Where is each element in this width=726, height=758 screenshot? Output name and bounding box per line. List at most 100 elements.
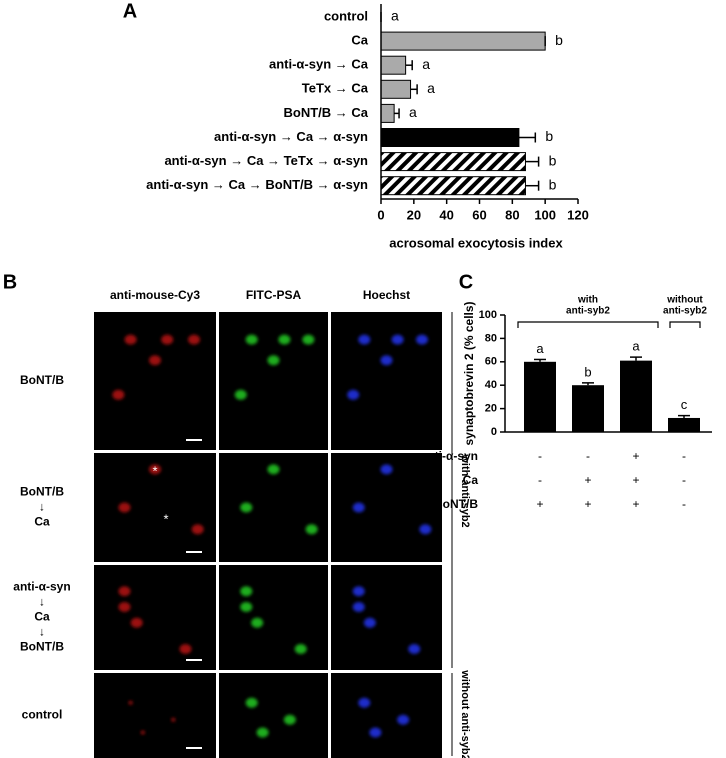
cell-stain (240, 586, 253, 597)
x-tick-label: 120 (567, 207, 589, 222)
condition-sign: - (682, 473, 686, 487)
micrograph (94, 565, 216, 670)
cell-stain (408, 644, 421, 654)
row-label: Ca (34, 610, 50, 624)
group-label: with anti-syb2 (459, 453, 471, 527)
significance-letter: b (584, 364, 591, 379)
condition-sign: - (538, 449, 542, 463)
cell-stain (128, 700, 133, 705)
cell-stain (130, 617, 143, 628)
significance-letter: a (632, 339, 640, 354)
cell-stain (294, 644, 307, 654)
group-label: without (666, 295, 703, 306)
category-label: control (324, 8, 368, 23)
cell-stain (305, 524, 318, 535)
row-label: ↓ (39, 500, 45, 514)
row-label: BoNT/B (20, 373, 64, 387)
cell-stain (179, 644, 192, 654)
cell-stain (118, 602, 131, 612)
cell-stain (358, 334, 371, 345)
cell-stain (397, 714, 410, 725)
significance-letter: a (422, 56, 430, 72)
condition-sign: + (536, 497, 543, 511)
micrograph (94, 673, 216, 758)
category-label: TeTx → Ca (302, 81, 369, 96)
condition-sign: - (586, 449, 590, 463)
condition-sign: + (632, 473, 639, 487)
panel-label: A (123, 0, 137, 22)
cell-stain (245, 334, 258, 345)
micrograph (331, 673, 442, 758)
cell-stain (352, 602, 365, 612)
condition-name: BoNT/B (434, 497, 478, 511)
significance-letter: b (545, 128, 553, 144)
cell-stain (171, 717, 176, 722)
cell-stain (191, 524, 204, 535)
cell-stain (267, 464, 280, 475)
y-tick-label: 60 (485, 356, 497, 368)
micrograph-background (219, 312, 328, 450)
row-label: Ca (34, 515, 50, 529)
group-bracket (517, 321, 659, 328)
group-label: without anti-syb2 (459, 669, 471, 758)
category-label: Ca (351, 33, 368, 48)
condition-sign: + (584, 497, 591, 511)
column-header: anti-mouse-Cy3 (110, 288, 200, 302)
cell-stain (352, 586, 365, 597)
condition-sign: + (584, 473, 591, 487)
significance-letter: c (681, 397, 688, 412)
x-axis-label: acrosomal exocytosis index (389, 235, 563, 250)
x-tick-label: 0 (377, 207, 384, 222)
cell-stain (278, 334, 291, 345)
row-label: BoNT/B (20, 485, 64, 499)
significance-letter: b (555, 32, 563, 48)
y-tick-label: 0 (491, 426, 497, 438)
micrograph (331, 312, 442, 450)
micrograph (331, 565, 442, 670)
micrograph (219, 673, 328, 758)
micrograph-background (331, 673, 442, 758)
group-label: anti-syb2 (566, 306, 610, 317)
category-label: anti-α-syn → Ca → α-syn (214, 129, 368, 144)
micrograph-background (94, 312, 216, 450)
micrograph (219, 312, 328, 450)
group-bracket (669, 321, 701, 328)
cell-stain (363, 617, 376, 628)
micrograph (219, 453, 328, 562)
cell-stain (419, 524, 432, 535)
column-header: Hoechst (363, 288, 410, 302)
condition-sign: + (632, 497, 639, 511)
group-label: with (577, 295, 598, 306)
cell-stain (240, 502, 253, 513)
condition-sign: - (682, 497, 686, 511)
cell-stain (149, 464, 161, 475)
bar (380, 31, 546, 51)
cell-stain (358, 697, 371, 708)
column-header: FITC-PSA (246, 288, 302, 302)
row-label: ↓ (39, 625, 45, 639)
cell-stain (380, 355, 393, 366)
micrograph (331, 453, 442, 562)
row-label: ↓ (39, 595, 45, 609)
bar (380, 152, 526, 172)
y-tick-label: 80 (485, 332, 497, 344)
x-tick-label: 100 (534, 207, 556, 222)
significance-letter: b (549, 176, 557, 192)
cell-stain (240, 602, 253, 612)
bar (524, 361, 556, 432)
bar (380, 176, 526, 196)
condition-name: Ca (463, 473, 479, 487)
cell-stain (112, 389, 125, 400)
cell-stain (391, 334, 404, 345)
row-label: anti-α-syn (13, 580, 70, 594)
bar (620, 360, 652, 432)
category-label: anti-α-syn → Ca → TeTx → α-syn (164, 153, 368, 168)
x-tick-label: 80 (505, 207, 519, 222)
cell-stain (161, 334, 174, 345)
cell-stain (149, 355, 161, 366)
significance-letter: a (391, 8, 399, 24)
micrograph-background (219, 565, 328, 670)
cell-stain (124, 334, 137, 345)
micrograph (219, 565, 328, 670)
